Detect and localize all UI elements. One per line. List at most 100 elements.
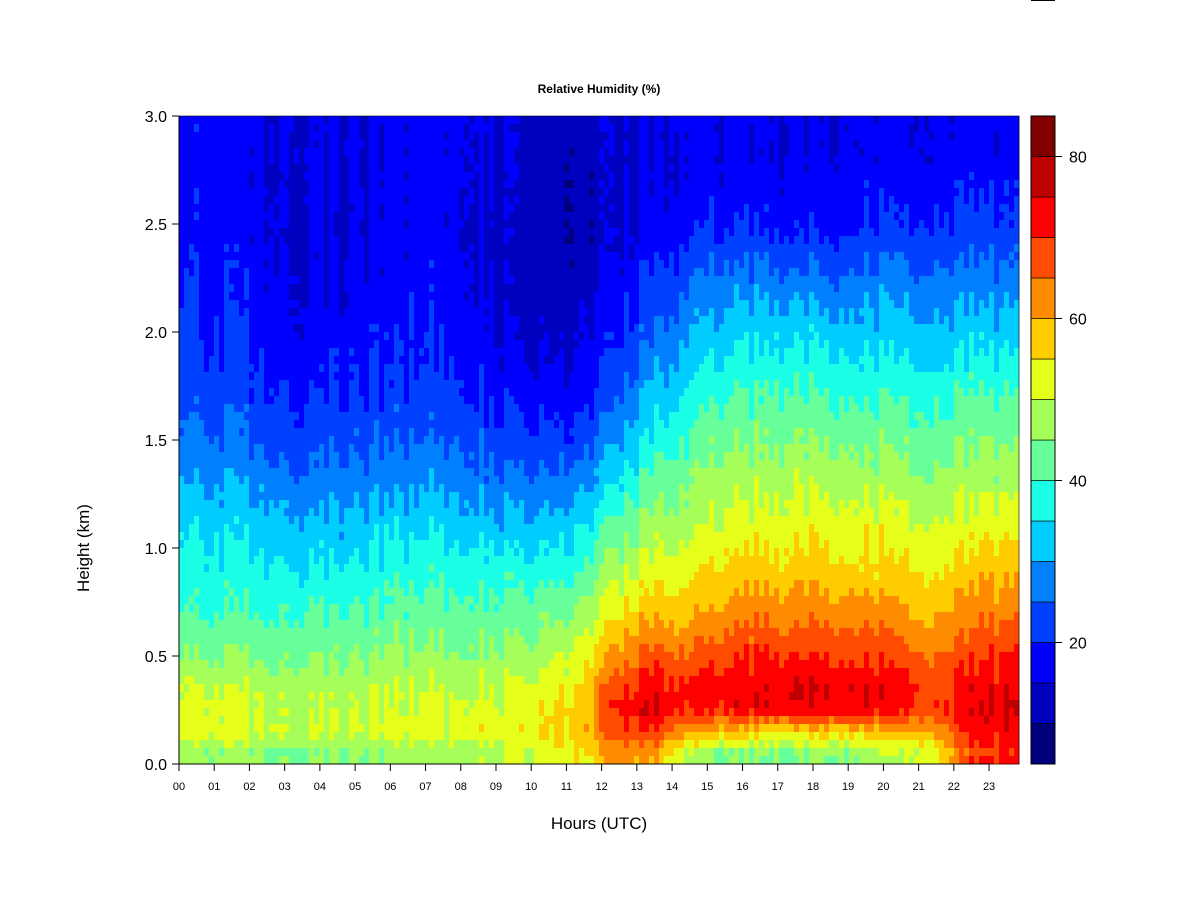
heatmap-cell	[334, 604, 340, 613]
heatmap-cell	[244, 396, 250, 405]
heatmap-cell	[284, 596, 290, 605]
heatmap-cell	[194, 188, 200, 197]
heatmap-cell	[434, 388, 440, 397]
heatmap-cell	[294, 116, 300, 125]
heatmap-cell	[434, 668, 440, 677]
heatmap-cell	[379, 604, 385, 613]
heatmap-cell	[344, 740, 350, 749]
heatmap-cell	[349, 724, 355, 733]
heatmap-cell	[429, 148, 435, 157]
heatmap-cell	[434, 716, 440, 725]
heatmap-cell	[254, 684, 260, 693]
heatmap-cell	[294, 660, 300, 669]
heatmap-cell	[274, 188, 280, 197]
heatmap-cell	[339, 372, 345, 381]
heatmap-cell	[269, 732, 275, 741]
heatmap-cell	[474, 372, 480, 381]
heatmap-cell	[294, 156, 300, 165]
heatmap-cell	[429, 212, 435, 221]
heatmap-cell	[419, 412, 425, 421]
heatmap-cell	[394, 748, 400, 757]
heatmap-cell	[314, 724, 320, 733]
heatmap-cell	[259, 220, 265, 229]
heatmap-cell	[314, 580, 320, 589]
heatmap-cell	[389, 372, 395, 381]
heatmap-cell	[219, 236, 225, 245]
heatmap-cell	[344, 284, 350, 293]
heatmap-cell	[314, 532, 320, 541]
heatmap-cell	[354, 612, 360, 621]
heatmap-cell	[439, 604, 445, 613]
heatmap-cell	[429, 124, 435, 133]
heatmap-cell	[419, 116, 425, 125]
heatmap-cell	[344, 676, 350, 685]
heatmap-cell	[359, 180, 365, 189]
heatmap-cell	[204, 484, 210, 493]
heatmap-cell	[209, 476, 215, 485]
heatmap-cell	[224, 620, 230, 629]
heatmap-cell	[459, 404, 465, 413]
heatmap-cell	[369, 556, 375, 565]
heatmap-cell	[484, 476, 490, 485]
heatmap-cell	[224, 436, 230, 445]
heatmap-cell	[364, 404, 370, 413]
heatmap-cell	[269, 340, 275, 349]
heatmap-cell	[234, 732, 240, 741]
heatmap-cell	[339, 236, 345, 245]
heatmap-cell	[439, 500, 445, 509]
heatmap-cell	[394, 372, 400, 381]
heatmap-cell	[259, 284, 265, 293]
heatmap-cell	[344, 228, 350, 237]
heatmap-cell	[194, 140, 200, 149]
heatmap-cell	[229, 628, 235, 637]
heatmap-cell	[384, 580, 390, 589]
heatmap-cell	[279, 388, 285, 397]
heatmap-cell	[339, 116, 345, 125]
heatmap-cell	[379, 548, 385, 557]
heatmap-cell	[364, 476, 370, 485]
heatmap-cell	[189, 724, 195, 733]
heatmap-cell	[444, 548, 450, 557]
heatmap-cell	[264, 316, 270, 325]
heatmap-cell	[364, 380, 370, 389]
heatmap-cell	[329, 180, 335, 189]
heatmap-cell	[479, 228, 485, 237]
heatmap-cell	[279, 164, 285, 173]
heatmap-cell	[444, 684, 450, 693]
heatmap-cell	[319, 540, 325, 549]
heatmap-cell	[194, 500, 200, 509]
heatmap-cell	[204, 364, 210, 373]
heatmap-cell	[484, 380, 490, 389]
heatmap-cell	[394, 516, 400, 525]
heatmap-cell	[434, 380, 440, 389]
heatmap-cell	[224, 244, 230, 253]
heatmap-cell	[249, 116, 255, 125]
heatmap-cell	[459, 332, 465, 341]
heatmap-cell	[469, 308, 475, 317]
heatmap-cell	[189, 212, 195, 221]
heatmap-cell	[239, 620, 245, 629]
heatmap-cell	[314, 484, 320, 493]
heatmap-cell	[449, 236, 455, 245]
heatmap-cell	[294, 212, 300, 221]
heatmap-cell	[469, 588, 475, 597]
heatmap-cell	[239, 524, 245, 533]
heatmap-cell	[409, 668, 415, 677]
heatmap-cell	[444, 244, 450, 253]
heatmap-cell	[209, 220, 215, 229]
heatmap-cell	[209, 164, 215, 173]
heatmap-cell	[239, 636, 245, 645]
heatmap-cell	[309, 572, 315, 581]
heatmap-cell	[289, 484, 295, 493]
heatmap-cell	[304, 540, 310, 549]
heatmap-cell	[439, 636, 445, 645]
heatmap-cell	[299, 428, 305, 437]
heatmap-cell	[189, 508, 195, 517]
heatmap-cell	[284, 708, 290, 717]
heatmap-cell	[454, 268, 460, 277]
heatmap-cell	[379, 708, 385, 717]
heatmap-cell	[329, 748, 335, 757]
heatmap-cell	[409, 700, 415, 709]
heatmap-cell	[289, 220, 295, 229]
heatmap-cell	[309, 212, 315, 221]
